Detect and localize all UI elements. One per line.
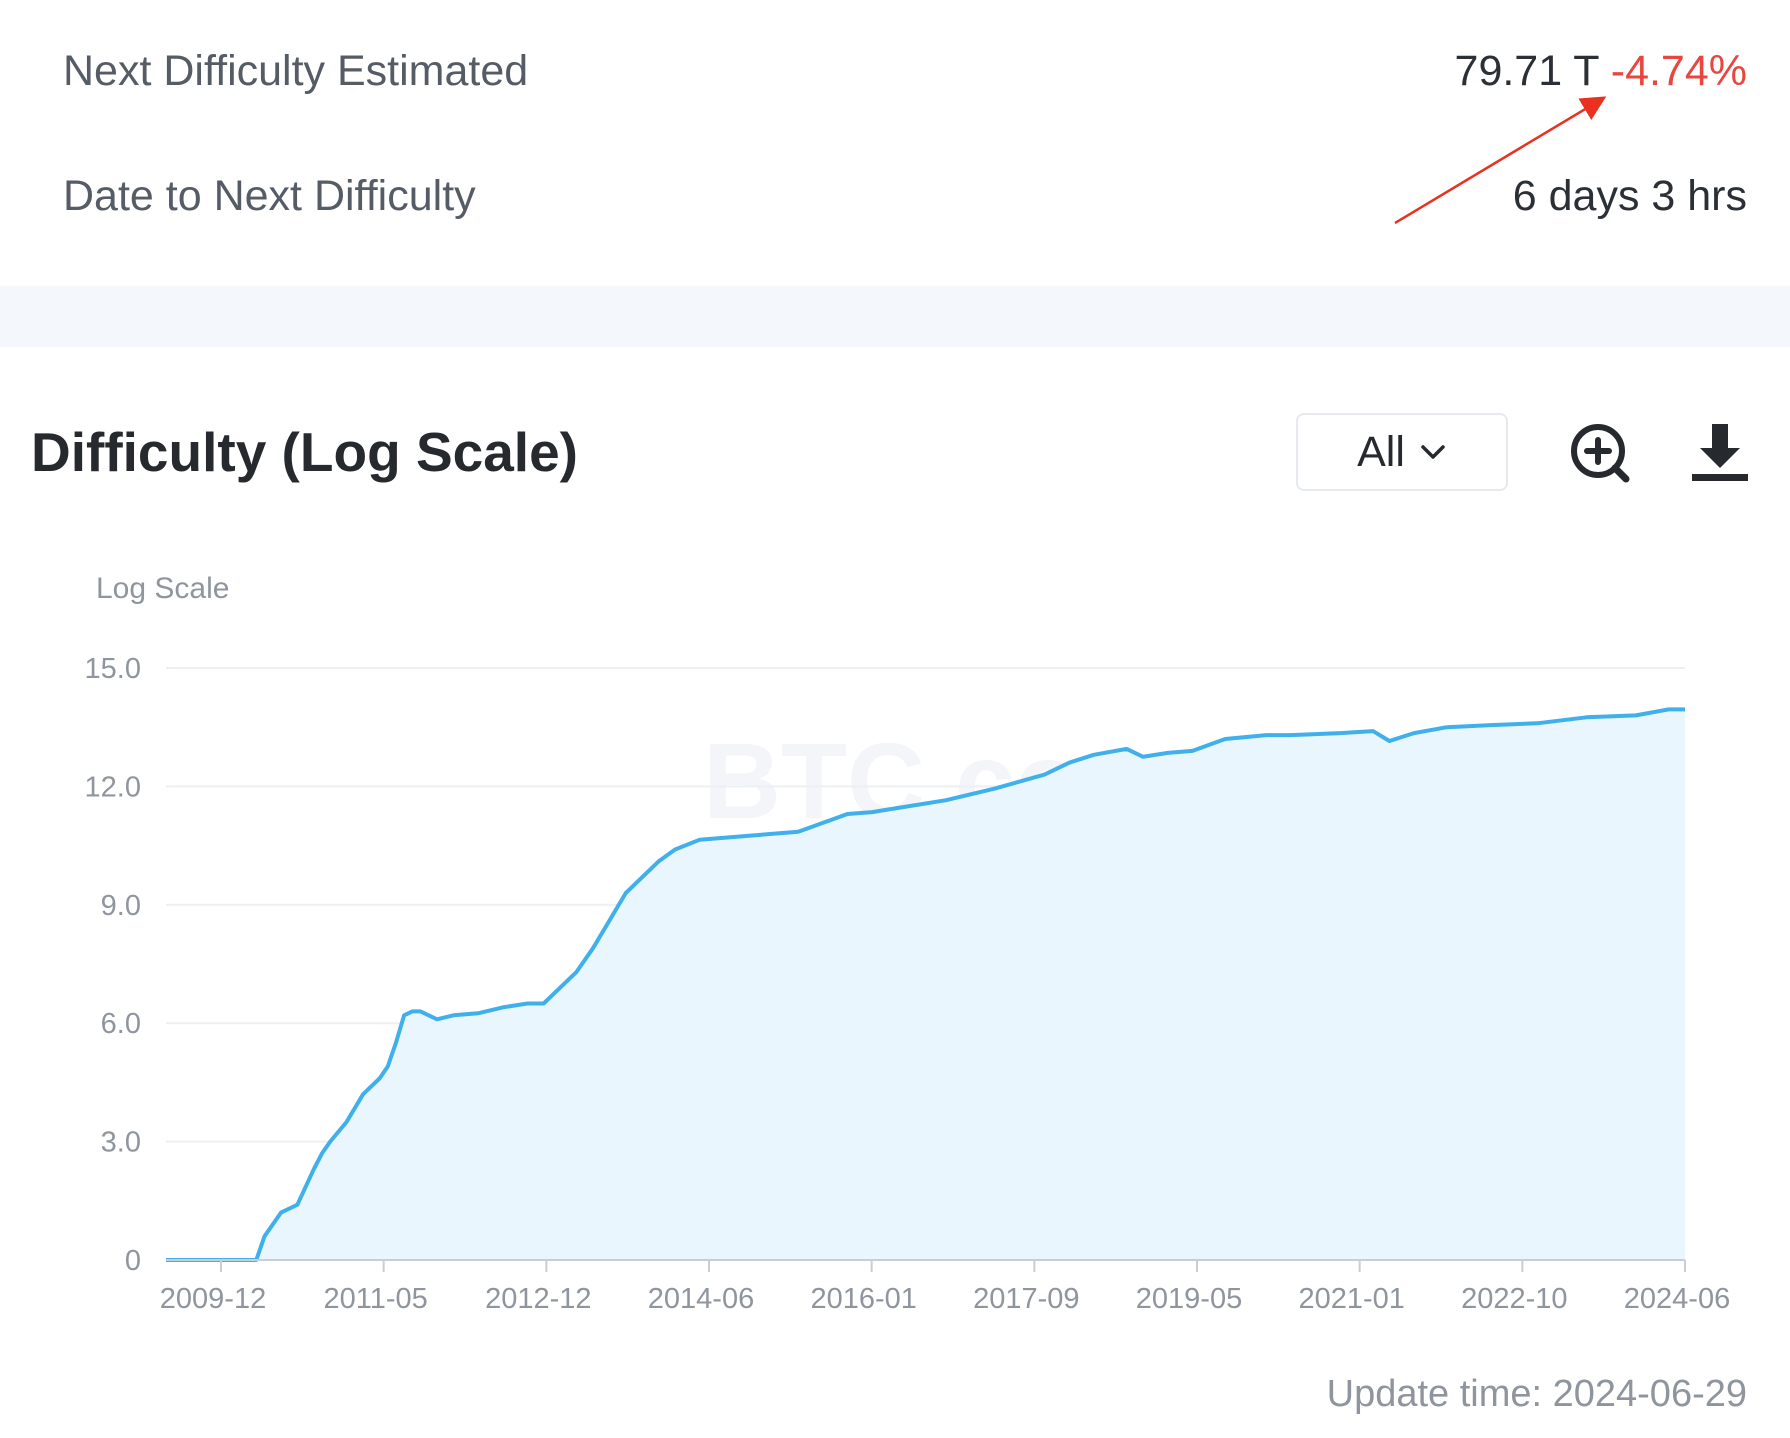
y-tick-label: 3.0 — [101, 1127, 141, 1159]
x-tick-label: 2009-12 — [160, 1283, 266, 1315]
y-tick-label: 15.0 — [85, 653, 141, 685]
x-tick-label: 2022-10 — [1461, 1283, 1567, 1315]
download-icon[interactable] — [1688, 420, 1752, 484]
x-tick-label: 2014-06 — [648, 1283, 754, 1315]
x-tick-label: 2021-01 — [1298, 1283, 1404, 1315]
section-divider — [0, 286, 1790, 347]
y-tick-label: 0 — [125, 1245, 141, 1277]
x-axis: 2009-12 2011-05 2012-12 2014-06 2016-01 2017-… — [160, 1259, 1730, 1315]
range-select[interactable]: All — [1296, 413, 1508, 491]
x-tick-label: 2011-05 — [324, 1283, 428, 1315]
difficulty-stats: Next Difficulty Estimated 79.71 T -4.74%… — [0, 0, 1790, 285]
x-tick-label: 2024-06 — [1624, 1283, 1730, 1315]
difficulty-chart: BTC.com 15.012.09.06.03.00 Log Scale 200… — [85, 572, 1731, 1315]
y-axis-label: Log Scale — [96, 572, 229, 605]
next-difficulty-change: -4.74% — [1610, 47, 1747, 95]
update-time: Update time: 2024-06-29 — [1326, 1373, 1747, 1415]
y-axis-ticks: 15.0 12.0 9.0 6.0 3.0 0 — [85, 653, 141, 1277]
chevron-down-icon — [1421, 445, 1445, 459]
y-tick-label: 6.0 — [101, 1008, 141, 1040]
range-select-value: All — [1357, 427, 1405, 476]
series-line — [166, 707, 1685, 1262]
chart-title: Difficulty (Log Scale) — [31, 421, 578, 483]
next-difficulty-value-group: 79.71 T -4.74% — [1455, 47, 1747, 96]
next-difficulty-label: Next Difficulty Estimated — [63, 47, 529, 95]
x-tick-label: 2019-05 — [1136, 1283, 1242, 1315]
x-tick-label: 2016-01 — [810, 1283, 916, 1315]
date-to-next-label: Date to Next Difficulty — [63, 172, 476, 220]
date-to-next-value: 6 days 3 hrs — [1512, 172, 1747, 220]
y-tick-label: 12.0 — [85, 771, 141, 803]
y-tick-label: 9.0 — [101, 890, 141, 922]
next-difficulty-value: 79.71 T — [1454, 47, 1599, 95]
x-tick-label: 2017-09 — [973, 1283, 1079, 1315]
series-area — [166, 709, 1685, 1260]
x-tick-label: 2012-12 — [485, 1283, 591, 1315]
zoom-in-icon[interactable] — [1570, 422, 1634, 486]
